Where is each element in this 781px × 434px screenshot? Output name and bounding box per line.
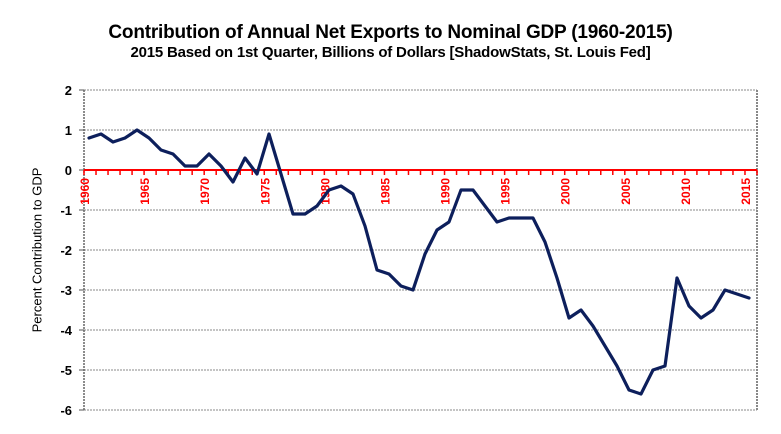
series-lines (87, 128, 751, 396)
x-tick-label: 1960 (78, 178, 92, 205)
series-line (87, 128, 751, 396)
x-tick-label: 1965 (138, 178, 152, 205)
y-tick-label: -4 (60, 323, 72, 338)
y-tick-label: -3 (60, 283, 72, 298)
x-axis-zero-line (83, 169, 758, 175)
x-tick-label: 1990 (439, 178, 453, 205)
axes (79, 89, 758, 411)
y-tick-label: -2 (60, 243, 72, 258)
x-tick-label: 1995 (499, 178, 513, 205)
y-tick-labels: 2 1 0 -1 -2 -3 -4 -5 -6 (60, 83, 72, 418)
y-tick-label: 2 (65, 83, 72, 98)
gridlines (84, 89, 757, 411)
y-tick-label: 1 (65, 123, 72, 138)
chart-title: Contribution of Annual Net Exports to No… (108, 22, 673, 43)
x-tick-label: 1970 (198, 178, 212, 205)
x-tick-labels: 1960 1965 1970 1975 1980 1985 1990 1995 2000 2005… (78, 178, 753, 205)
x-tick-label: 2005 (619, 178, 633, 205)
x-tick-label: 2010 (679, 178, 693, 205)
chart-subtitle: 2015 Based on 1st Quarter, Billions of D… (130, 44, 651, 61)
x-tick-label: 1985 (378, 178, 392, 205)
y-tick-label: -6 (60, 403, 72, 418)
x-tick-label: 2015 (739, 178, 753, 205)
y-tick-label: -5 (60, 363, 72, 378)
y-tick-label: -1 (60, 203, 72, 218)
x-tick-label: 1975 (258, 178, 272, 205)
x-tick-label: 2000 (559, 178, 573, 205)
y-tick-label: 0 (65, 163, 72, 178)
